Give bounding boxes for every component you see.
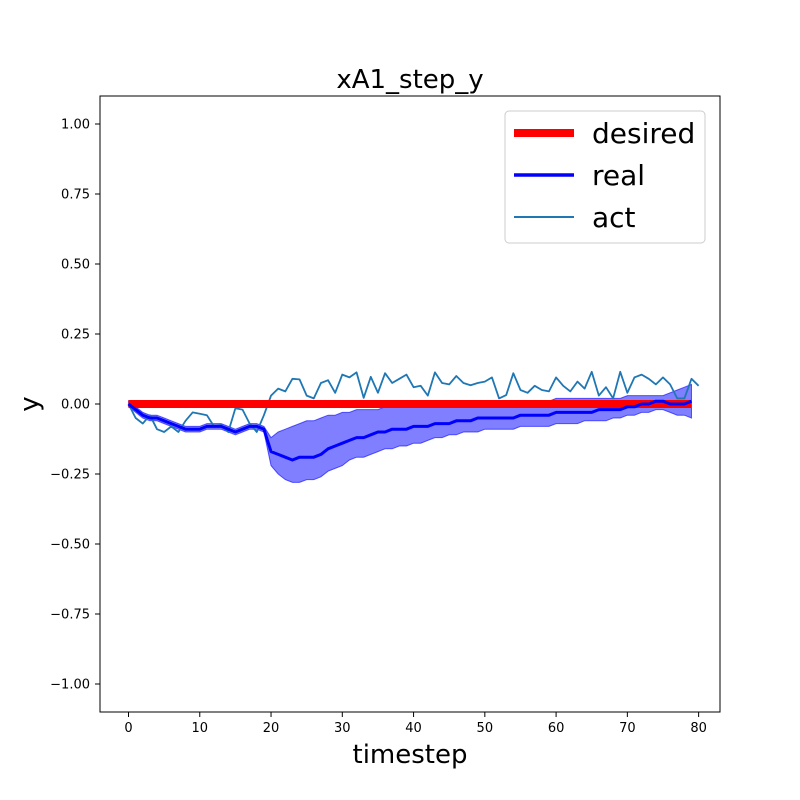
x-tick-label: 0 [124, 721, 132, 736]
x-tick-label: 70 [619, 721, 636, 736]
y-axis-label: y [15, 396, 45, 411]
y-tick-label: 0.50 [61, 258, 90, 273]
legend: desired real act [504, 110, 706, 244]
y-tick-label: 0.75 [61, 188, 90, 203]
y-tick-label: −0.50 [50, 538, 90, 553]
chart-marks [127, 370, 700, 483]
x-tick-label: 30 [334, 721, 351, 736]
x-tick-label: 50 [477, 721, 494, 736]
x-tick-label: 20 [263, 721, 280, 736]
x-tick-label: 40 [405, 721, 422, 736]
y-tick-label: −0.75 [50, 608, 90, 623]
x-axis-label: timestep [353, 740, 468, 770]
x-tick-label: 80 [690, 721, 707, 736]
y-tick-label: 0.25 [61, 328, 90, 343]
y-axis: −1.00 −0.75 −0.50 −0.25 0.00 0.25 0.50 0.75 1.00 [50, 118, 100, 693]
legend-label-act: act [592, 201, 636, 234]
series-real-band [128, 383, 692, 483]
y-tick-label: 1.00 [61, 118, 90, 133]
y-tick-label: 0.00 [61, 398, 90, 413]
x-axis: 0 10 20 30 40 50 60 70 80 [124, 712, 707, 736]
series-real-line [127, 399, 693, 462]
y-tick-label: −0.25 [50, 468, 90, 483]
legend-box [504, 110, 706, 244]
chart-title: xA1_step_y [336, 65, 483, 95]
y-tick-label: −1.00 [50, 678, 90, 693]
legend-label-desired: desired [592, 117, 695, 150]
x-tick-label: 60 [548, 721, 565, 736]
legend-label-real: real [592, 159, 645, 192]
x-tick-label: 10 [191, 721, 208, 736]
